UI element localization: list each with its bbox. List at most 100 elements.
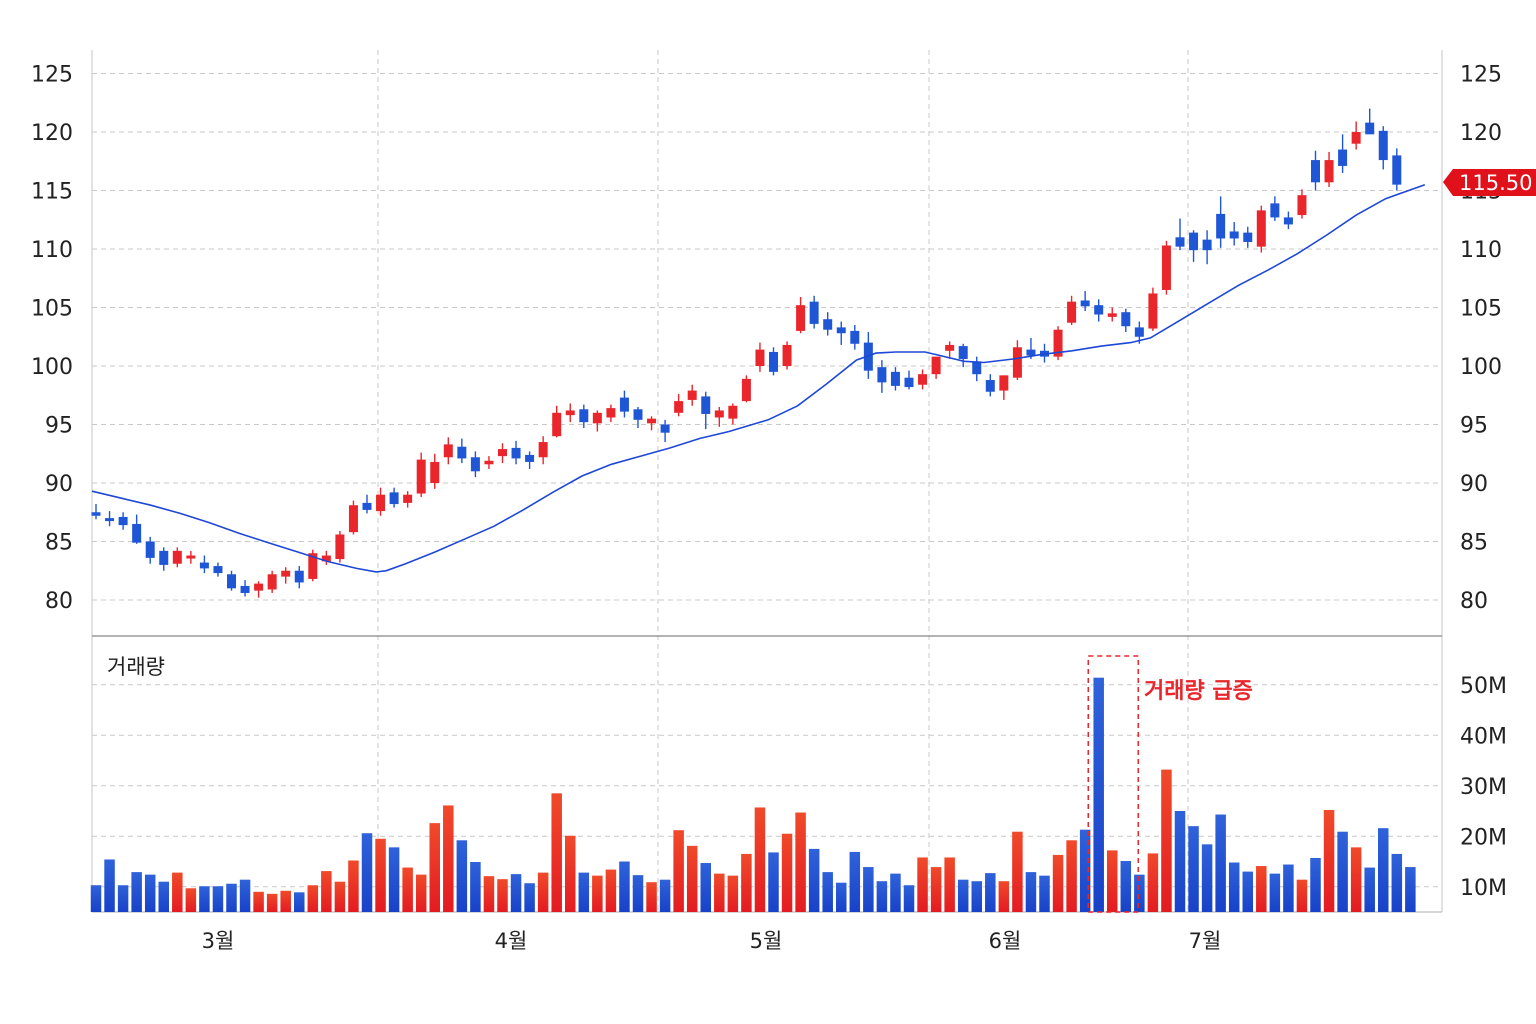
volume-bar: [429, 823, 440, 912]
volume-bar: [1364, 867, 1375, 912]
price-tick-label: 80: [1460, 589, 1488, 614]
candle-body: [308, 553, 318, 579]
candle-body: [1175, 237, 1185, 247]
candle-body: [1107, 313, 1117, 317]
volume-bar: [727, 875, 739, 912]
candle: [1121, 308, 1131, 333]
candle-body: [592, 412, 602, 424]
price-tick-label: 90: [1460, 472, 1488, 497]
candle-body: [416, 459, 426, 494]
candle: [755, 342, 765, 372]
candle: [1270, 196, 1280, 221]
volume-bar: [253, 891, 264, 912]
volume-bar: [1350, 847, 1362, 912]
volume-bar: [348, 860, 359, 912]
candle: [674, 394, 684, 417]
volume-bar: [1147, 853, 1159, 912]
candle-body: [294, 570, 304, 583]
candle: [1189, 230, 1199, 262]
candle-body: [1378, 130, 1388, 161]
volume-bar: [199, 886, 210, 912]
candle-body: [1270, 203, 1280, 218]
candle-body: [362, 502, 372, 510]
price-tick-label: 95: [1460, 414, 1488, 439]
candle-body: [538, 442, 548, 458]
candle-body: [687, 390, 697, 400]
candle-body: [1365, 122, 1375, 135]
volume-bar: [714, 873, 725, 912]
volume-spike-annotation: 거래량 급증: [1144, 679, 1253, 704]
candle-body: [186, 555, 196, 559]
volume-bar: [158, 881, 169, 912]
candle-body: [1256, 210, 1266, 247]
volume-bar: [957, 879, 969, 912]
volume-bar: [388, 847, 400, 912]
volume-bar: [483, 876, 495, 912]
candle-body: [1121, 312, 1131, 327]
candle-body: [836, 327, 846, 334]
volume-bar: [1093, 677, 1104, 912]
candle: [240, 580, 250, 597]
candle: [918, 369, 928, 390]
candle-body: [240, 585, 250, 593]
candle: [1148, 287, 1158, 331]
candle-body: [701, 396, 711, 414]
candle: [1378, 126, 1388, 170]
candle-body: [890, 371, 900, 386]
last-price-label: 115.50: [1459, 171, 1532, 195]
candle-body: [1351, 132, 1361, 144]
candle: [836, 321, 846, 345]
volume-bar: [1039, 875, 1050, 912]
volume-bar: [524, 883, 535, 912]
volume-bar: [1391, 853, 1403, 912]
volume-bar: [781, 833, 793, 912]
volume-bar: [470, 862, 481, 912]
candle: [254, 581, 264, 598]
volume-bar: [998, 881, 1010, 912]
candle: [579, 404, 589, 429]
volume-bar: [361, 833, 373, 912]
volume-bar: [1201, 844, 1213, 912]
volume-bar: [212, 886, 224, 912]
candle: [376, 487, 386, 516]
candle: [457, 438, 467, 464]
candle: [606, 404, 616, 423]
candle-body: [457, 446, 467, 459]
candle: [294, 566, 304, 589]
candle-body: [647, 418, 657, 424]
volume-bar: [239, 879, 251, 912]
candle: [1283, 211, 1293, 230]
candle: [701, 391, 711, 430]
volume-bar: [131, 872, 142, 912]
candle: [430, 453, 440, 489]
candle-body: [796, 305, 806, 331]
candle: [565, 403, 575, 423]
candle: [687, 384, 697, 406]
volume-bar: [1052, 854, 1064, 912]
volume-bar: [1323, 809, 1335, 912]
candle-body: [335, 534, 345, 560]
volume-bar: [971, 881, 982, 912]
candle: [782, 341, 792, 370]
candle: [1067, 295, 1077, 326]
candle: [633, 406, 643, 429]
candle: [1202, 230, 1212, 265]
volume-tick-label: 20M: [1460, 825, 1507, 850]
volume-bar: [510, 874, 522, 912]
candle-body: [918, 374, 928, 385]
price-tick-label: 125: [1460, 63, 1502, 88]
candle: [647, 416, 657, 431]
candle-body: [1216, 213, 1226, 239]
volume-bar: [592, 875, 603, 912]
candle-body: [1392, 155, 1402, 185]
volume-bar: [307, 885, 319, 912]
candle-body: [728, 405, 738, 419]
price-tick-label: 110: [31, 238, 73, 263]
price-tick-label: 115: [31, 180, 73, 205]
month-label: 6월: [989, 929, 1022, 953]
volume-bar: [795, 812, 806, 912]
candle: [538, 436, 548, 465]
volume-bar: [375, 838, 386, 912]
volume-bar: [578, 872, 590, 912]
candle-body: [1053, 329, 1063, 357]
